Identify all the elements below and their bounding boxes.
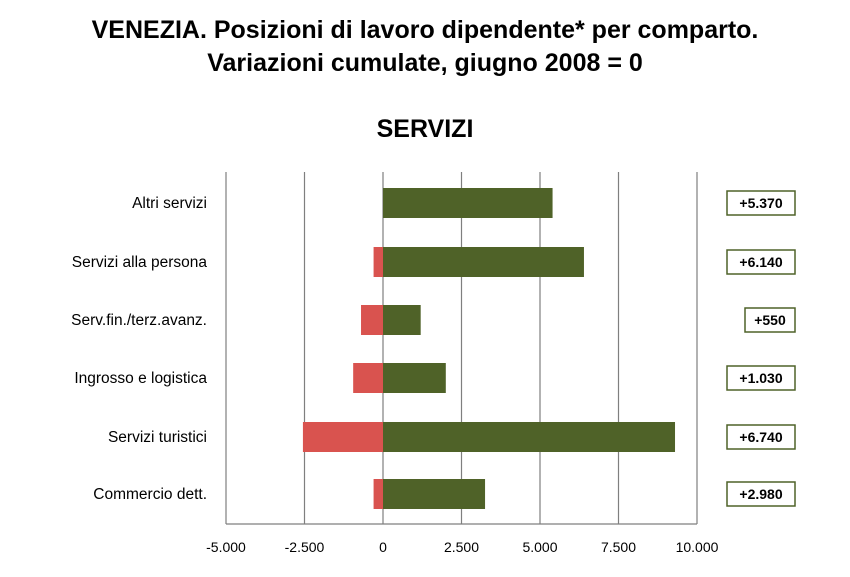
bar-positive-3 <box>383 363 446 393</box>
category-labels: Altri servizi Servizi alla persona Serv.fi… <box>71 195 207 503</box>
bar-positive-4 <box>383 422 676 452</box>
net-label-box-2 <box>744 307 796 333</box>
category-label-4: Servizi turistici <box>108 429 207 446</box>
net-label-text-1: +6.140 <box>739 254 782 270</box>
net-label-text-5: +2.980 <box>739 486 782 502</box>
x-tick-label-1: -2.500 <box>285 539 325 555</box>
category-label-0: Altri servizi <box>132 195 207 212</box>
bar-negative-1 <box>373 247 383 277</box>
net-label-text-3: +1.030 <box>739 370 782 386</box>
x-tick-label-2: 0 <box>379 539 387 555</box>
net-label-box-4 <box>726 424 796 450</box>
net-label-2: +550 <box>744 307 796 333</box>
bar-positive-5 <box>383 479 486 509</box>
bar-positive-0 <box>383 188 553 218</box>
net-label-4: +6.740 <box>726 424 796 450</box>
category-label-3: Ingrosso e logistica <box>74 370 207 387</box>
x-tick-label-4: 5.000 <box>522 539 557 555</box>
page-title-line1: VENEZIA. Posizioni di lavoro dipendente*… <box>91 16 759 44</box>
bar-negative-2 <box>361 305 383 335</box>
grid-lines <box>225 172 698 525</box>
net-label-0: +5.370 <box>726 190 796 216</box>
bar-positive-1 <box>383 247 584 277</box>
bar-negative-5 <box>373 479 383 509</box>
net-label-box-5 <box>726 481 796 507</box>
net-label-text-0: +5.370 <box>739 195 782 211</box>
net-value-labels: +5.370 +6.140 +550 +1.030 +6.740 +2.980 <box>726 190 796 507</box>
net-label-1: +6.140 <box>726 249 796 275</box>
net-label-5: +2.980 <box>726 481 796 507</box>
bar-positive-2 <box>383 305 421 335</box>
category-label-1: Servizi alla persona <box>72 254 208 271</box>
net-label-text-4: +6.740 <box>739 429 782 445</box>
page-title: VENEZIA. Posizioni di lavoro dipendente*… <box>0 14 850 80</box>
bars <box>302 188 676 509</box>
category-label-5: Commercio dett. <box>93 486 207 503</box>
x-tick-label-0: -5.000 <box>206 539 246 555</box>
x-tick-label-3: 2.500 <box>444 539 479 555</box>
x-tick-label-6: 10.000 <box>676 539 719 555</box>
net-label-box-3 <box>726 365 796 391</box>
bar-negative-3 <box>353 363 383 393</box>
net-label-box-1 <box>726 249 796 275</box>
page-title-line2: Variazioni cumulate, giugno 2008 = 0 <box>207 49 643 77</box>
chart-title: SERVIZI <box>376 115 474 143</box>
net-label-3: +1.030 <box>726 365 796 391</box>
net-label-box-0 <box>726 190 796 216</box>
net-label-text-2: +550 <box>754 312 786 328</box>
x-tick-labels: -5.000 -2.500 0 2.500 5.000 7.500 10.000 <box>206 539 718 555</box>
bar-negative-4 <box>302 422 383 452</box>
x-tick-label-5: 7.500 <box>601 539 636 555</box>
category-label-2: Serv.fin./terz.avanz. <box>71 312 207 329</box>
